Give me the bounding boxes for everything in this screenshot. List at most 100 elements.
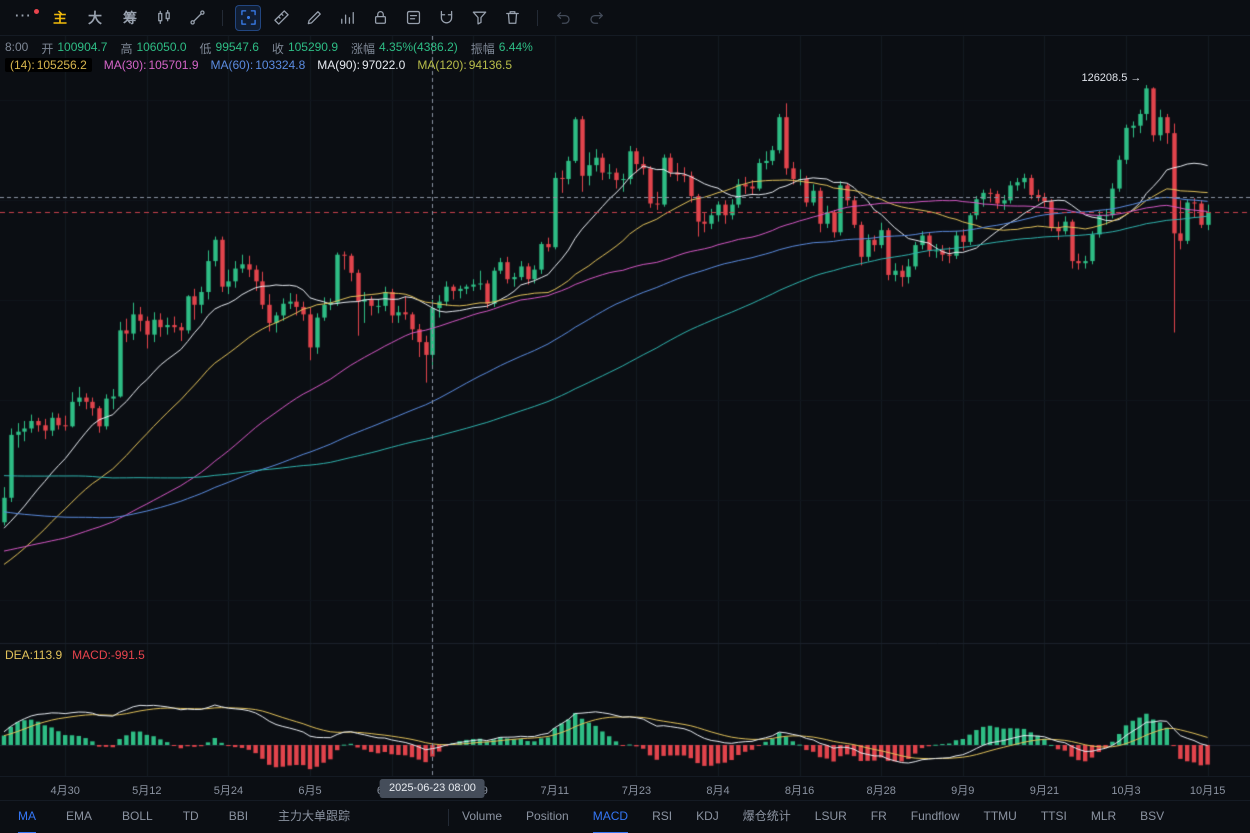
tab-fr[interactable]: FR [870, 809, 887, 823]
macd-labels: DEA:113.9 MACD:-991.5 [5, 648, 145, 662]
macd-value-label: MACD:-991.5 [72, 648, 145, 662]
tab-large[interactable]: 大 [81, 8, 109, 28]
toolbar-separator [537, 9, 538, 26]
ohlc-field: 涨幅 4.35%(4386.2) [351, 40, 458, 57]
ma-legend-value: 97022.0 [361, 58, 406, 72]
field-value: 4.35%(4386.2) [379, 40, 458, 54]
magnet-icon[interactable] [433, 5, 459, 31]
x-axis: 2025-06-23 08:00 4月305月125月246月56月176月29… [0, 776, 1250, 801]
tab-volume[interactable]: Volume [462, 809, 503, 823]
x-axis-label: 8月16 [784, 785, 815, 797]
ma-legend-item: (14): 105256.2 [5, 58, 92, 72]
tab-rsi[interactable]: RSI [652, 809, 673, 823]
select-box-icon[interactable] [235, 4, 261, 31]
ma-legend-value: 94136.5 [468, 58, 513, 72]
x-axis-label: 9月9 [951, 785, 975, 797]
ma-legend-value: 105256.2 [36, 58, 87, 72]
ma-legend-label: (14): [10, 58, 35, 72]
tab-爆仓统计[interactable]: 爆仓统计 [742, 809, 791, 823]
trash-icon[interactable] [499, 5, 525, 31]
lock-icon[interactable] [367, 5, 393, 31]
ma-legend-value: 103324.8 [255, 58, 306, 72]
ma-legend-label: MA(30): [103, 58, 147, 72]
tab-ema[interactable]: EMA [66, 809, 93, 823]
x-axis-label: 9月21 [1029, 785, 1060, 797]
tab-kdj[interactable]: KDJ [696, 809, 719, 823]
ma-legend: (14): 105256.2 MA(30): 105701.9 MA(60): 10332… [5, 58, 512, 72]
more-menu-button[interactable]: ⋯ [10, 5, 39, 30]
tab-ttsi[interactable]: TTSI [1040, 809, 1067, 823]
ma-legend-label: MA(120): [417, 58, 467, 72]
x-axis-label: 8月4 [706, 785, 730, 797]
kline-canvas[interactable] [0, 36, 1250, 776]
field-label: 涨幅 [351, 42, 376, 56]
tab-bsv[interactable]: BSV [1140, 809, 1165, 823]
ma-legend-label: MA(90): [317, 58, 360, 72]
undo-icon[interactable] [550, 5, 576, 31]
redo-icon[interactable] [583, 5, 609, 31]
dea-value-label: DEA:113.9 [5, 648, 63, 662]
x-axis-label: 6月5 [298, 785, 322, 797]
ohlc-field: 高 106050.0 [120, 40, 186, 57]
tab-bbi[interactable]: BBI [228, 809, 249, 823]
indicator-tabbar: MA EMA BOLL TD BBI 主力大单跟踪 Volume Position MACD R… [0, 800, 1250, 833]
filter-icon[interactable] [466, 5, 492, 31]
ruler-icon[interactable] [268, 5, 294, 31]
x-axis-label: 5月24 [213, 785, 244, 797]
tab-chips[interactable]: 筹 [116, 8, 144, 28]
field-value: 106050.0 [136, 40, 187, 54]
x-axis-label: 5月12 [132, 785, 162, 797]
tab-mlr[interactable]: MLR [1090, 809, 1117, 823]
field-label: 振幅 [470, 42, 495, 56]
top-toolbar: ⋯ 主大筹 [0, 0, 1250, 36]
main-indicator-tabs: MA EMA BOLL TD BBI 主力大单跟踪 [18, 801, 350, 833]
note-icon[interactable] [400, 5, 426, 31]
field-value: 100904.7 [57, 40, 108, 54]
high-price-annotation: 126208.5 → [1081, 72, 1142, 85]
tab-lsur[interactable]: LSUR [814, 809, 847, 823]
field-label: 高 [120, 42, 133, 56]
field-value: 99547.6 [215, 40, 259, 54]
pattern-icon[interactable] [334, 5, 360, 31]
tab-td[interactable]: TD [182, 809, 199, 823]
ma-legend-item: MA(120): 94136.5 [417, 58, 512, 72]
ohlc-field: 开 100904.7 [41, 40, 107, 57]
ma-legend-item: MA(30): 105701.9 [104, 58, 199, 72]
x-axis-label: 10月3 [1111, 785, 1141, 797]
candle-time: 8:00 [5, 40, 29, 54]
tab-position[interactable]: Position [526, 809, 569, 823]
toolbar-separator [222, 9, 223, 26]
tab-主力大单跟踪[interactable]: 主力大单跟踪 [278, 809, 351, 823]
field-label: 低 [199, 42, 212, 56]
field-label: 开 [41, 42, 54, 56]
sub-indicator-tabs: Volume Position MACD RSI KDJ 爆仓统计 LSUR FR Fundfl… [462, 801, 1250, 833]
tab-ma[interactable]: MA [18, 801, 36, 833]
trendline-tool-icon[interactable] [184, 5, 210, 31]
date-tooltip: 2025-06-23 08:00 [379, 779, 485, 798]
ohlc-field: 振幅 6.44% [471, 40, 533, 57]
tab-macd[interactable]: MACD [592, 801, 629, 833]
field-label: 收 [271, 42, 284, 56]
field-value: 6.44% [498, 40, 533, 54]
x-axis-label: 10月15 [1189, 785, 1226, 797]
ma-legend-item: MA(90): 97022.0 [317, 58, 405, 72]
x-axis-label: 4月30 [50, 785, 80, 797]
tab-ttmu[interactable]: TTMU [983, 809, 1017, 823]
tab-fundflow[interactable]: Fundflow [910, 809, 960, 823]
ohlc-field: 低 99547.6 [200, 40, 259, 57]
tab-boll[interactable]: BOLL [122, 809, 153, 823]
ohlc-field: 收 105290.9 [272, 40, 338, 57]
x-axis-label: 8月28 [866, 785, 896, 797]
ma-legend-label: MA(60): [210, 58, 254, 72]
tab-main[interactable]: 主 [46, 8, 74, 28]
ma-legend-item: MA(60): 103324.8 [211, 58, 306, 72]
ohlc-info-bar: 8:00 开 100904.7 高 106050.0 低 99547.6 收 105290.9 涨… [5, 40, 533, 57]
kline-style-icon[interactable] [151, 5, 177, 31]
x-axis-label: 7月11 [540, 785, 570, 797]
tabbar-divider [448, 809, 449, 826]
pencil-icon[interactable] [301, 5, 327, 31]
ma-legend-value: 105701.9 [148, 58, 199, 72]
field-value: 105290.9 [287, 40, 338, 54]
notification-dot [34, 9, 39, 14]
